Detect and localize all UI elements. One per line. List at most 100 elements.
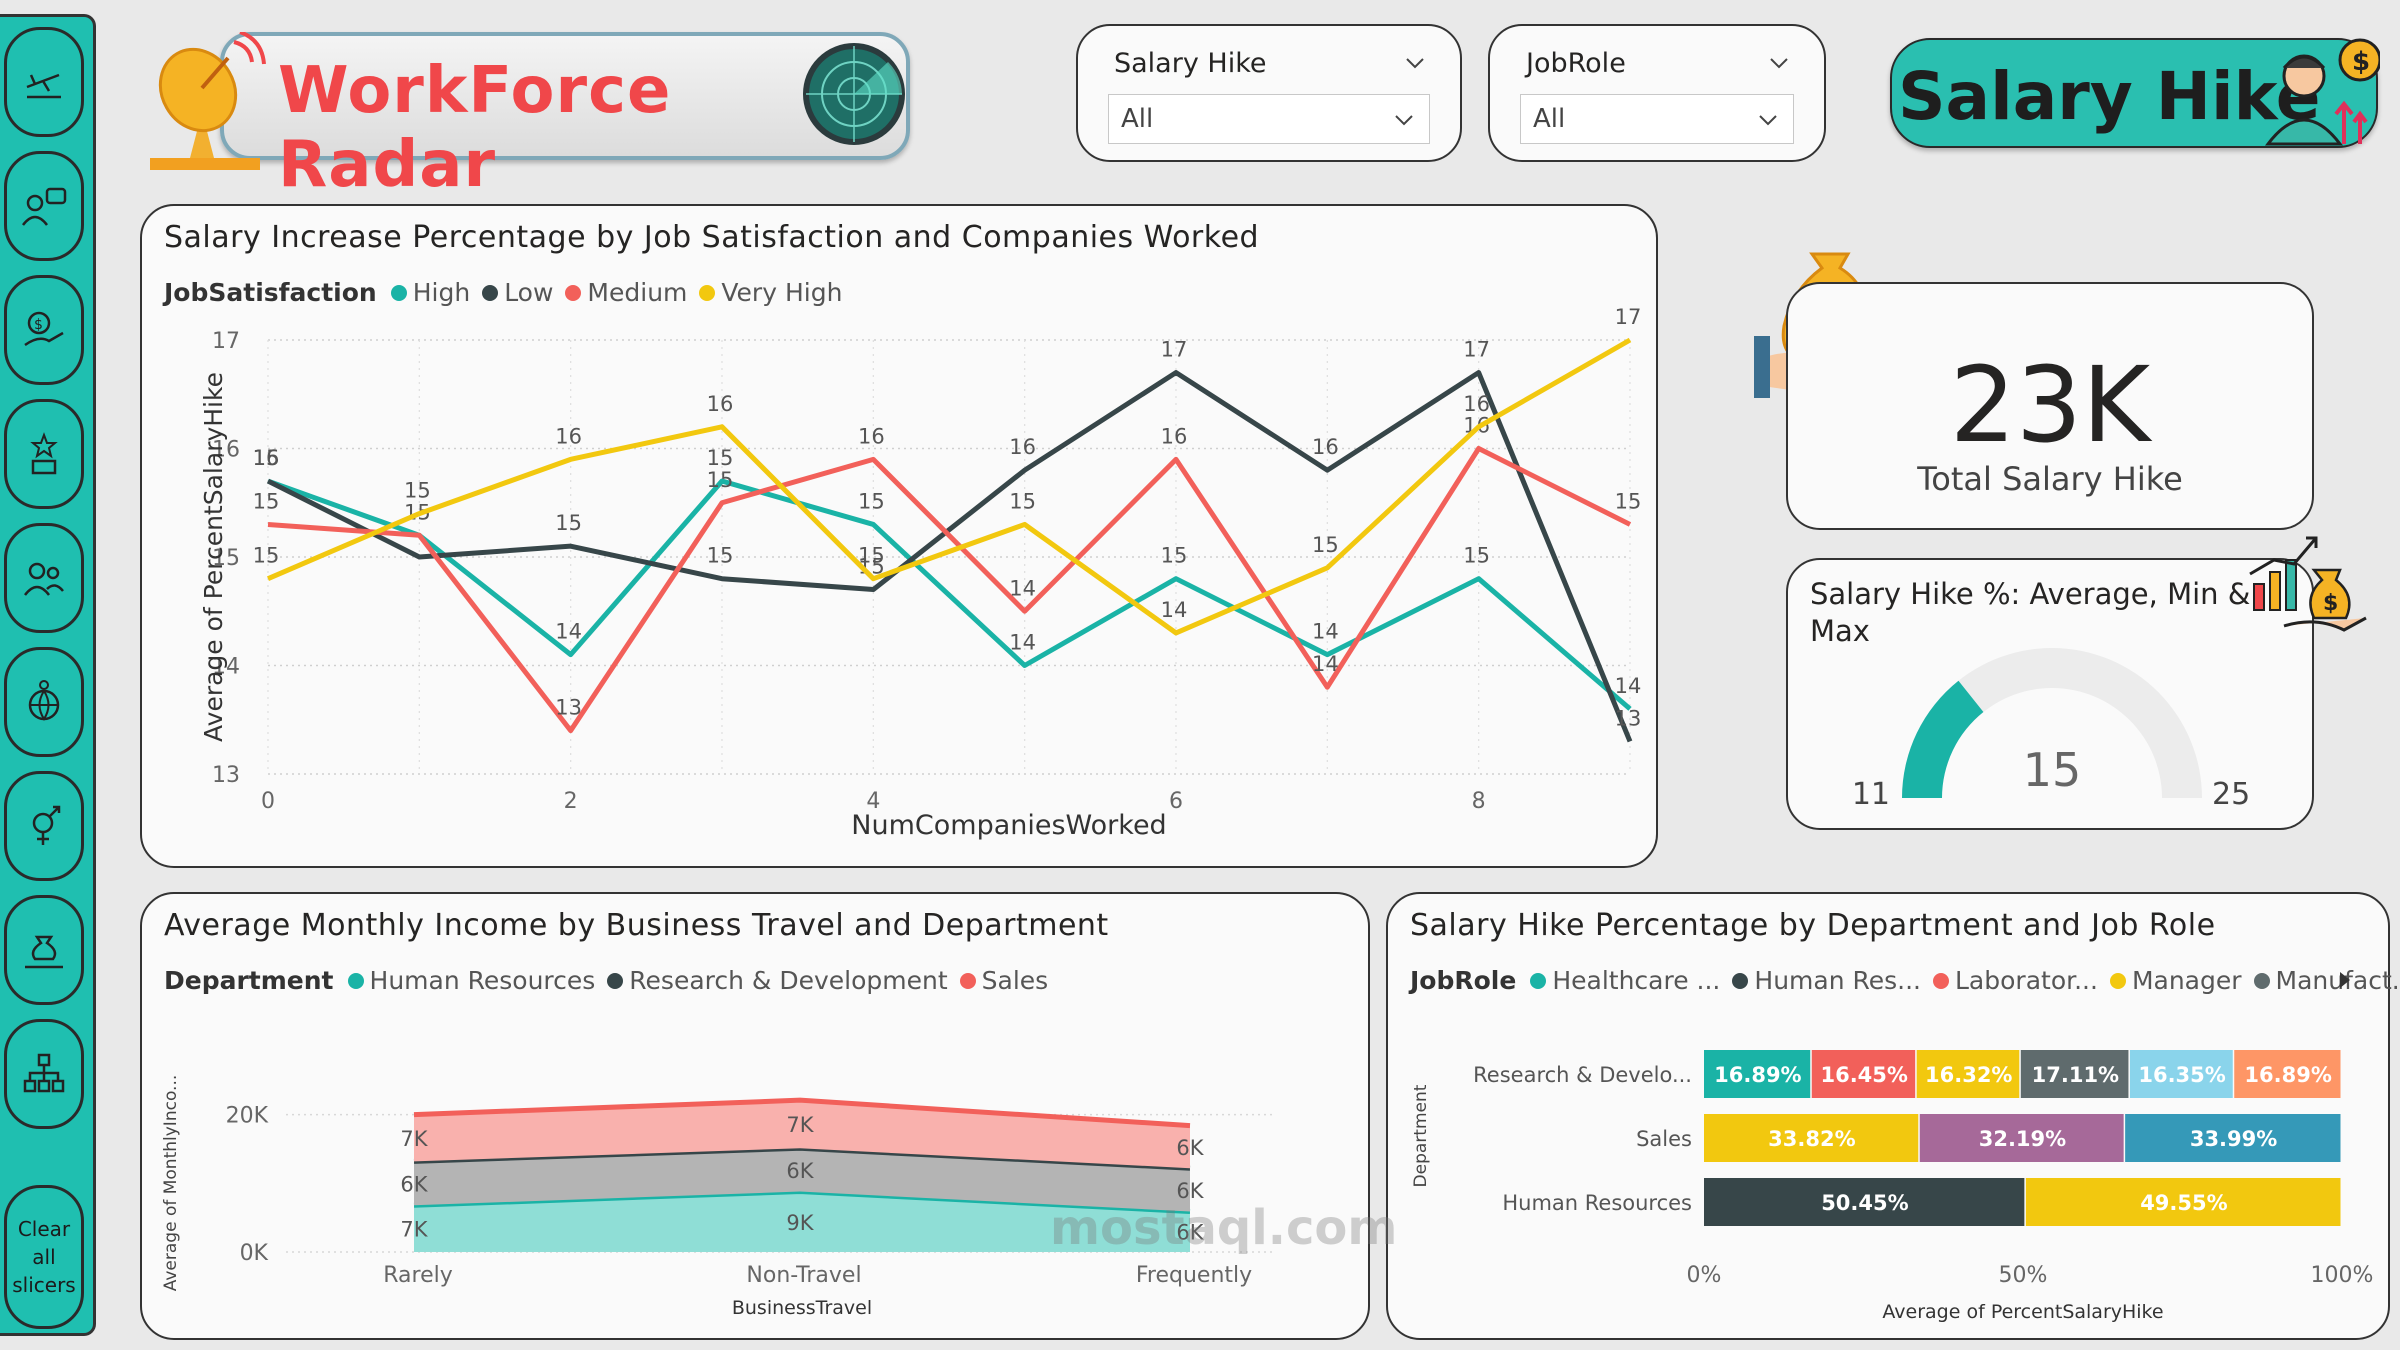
data-label: 15 [555, 511, 582, 535]
chevron-down-icon[interactable] [1768, 52, 1790, 74]
data-label: 15 [253, 489, 280, 513]
nav-rating-button[interactable] [4, 399, 84, 509]
bar-segment[interactable] [2234, 1050, 2341, 1098]
y-tick-label: 16 [212, 438, 240, 463]
x-tick-label: Frequently [1136, 1263, 1252, 1288]
salary-hike-select[interactable]: All [1108, 94, 1430, 144]
series-line-low[interactable] [266, 370, 1633, 743]
legend-marker [482, 284, 499, 301]
gauge-min-label: 11 [1852, 777, 1890, 812]
satellite-dish-icon [150, 32, 266, 170]
bar-segment[interactable] [2125, 1114, 2341, 1162]
area-band-sales[interactable] [414, 1100, 1190, 1169]
data-label: 16.32% [1925, 1063, 2012, 1087]
y-category-label: Research & Develo... [1473, 1063, 1692, 1087]
gauge-max-label: 25 [2212, 777, 2250, 812]
legend-item[interactable]: Medium [565, 278, 687, 307]
legend-item[interactable]: High [390, 278, 471, 307]
y-axis-title: Average of MonthlyInco... [161, 1075, 181, 1292]
clear-slicers-button[interactable]: Clear all slicers [4, 1185, 84, 1329]
data-label: 6K [786, 1159, 814, 1183]
slicer-title: Salary Hike [1114, 48, 1267, 79]
legend-marker [607, 972, 624, 989]
bar-segment[interactable] [1704, 1050, 1811, 1098]
data-label: 13 [1615, 706, 1642, 730]
data-label: 15 [1312, 533, 1339, 557]
x-tick-label: 0 [261, 789, 275, 814]
data-label: 6K [1176, 1179, 1204, 1203]
legend-item[interactable]: Very High [699, 278, 842, 307]
x-tick-label: 8 [1472, 789, 1486, 814]
legend-item[interactable]: Laborator... [1933, 966, 2098, 995]
bar-segment[interactable] [1704, 1114, 1919, 1162]
data-label: 16 [1009, 435, 1036, 459]
nav-people-button[interactable] [4, 523, 84, 633]
nav-gender-button[interactable] [4, 771, 84, 881]
legend-marker [1933, 972, 1949, 989]
money-hand-icon: $ [24, 311, 64, 347]
jobrole-slicer[interactable]: JobRole All [1488, 24, 1826, 162]
bar-segment[interactable] [2020, 1050, 2129, 1098]
series-line-high[interactable] [267, 478, 1632, 711]
legend-next-icon[interactable] [2338, 970, 2352, 990]
legend-label: High [412, 278, 471, 307]
globe-people-icon [28, 680, 60, 721]
x-tick-label: Non-Travel [746, 1263, 861, 1288]
legend-item[interactable]: Manufact... [2253, 966, 2400, 995]
bar-segment[interactable] [1704, 1178, 2025, 1226]
legend-item[interactable]: Sales [959, 966, 1049, 995]
legend-marker [390, 284, 407, 301]
x-tick-label: 0% [1687, 1263, 1722, 1288]
legend-item[interactable]: Manager [2109, 966, 2242, 995]
bar-segment[interactable] [1919, 1114, 2124, 1162]
slicer-value: All [1533, 104, 1566, 134]
x-tick-label: 100% [2311, 1263, 2374, 1288]
data-label: 13 [555, 696, 582, 720]
data-label: 15 [404, 479, 431, 503]
chevron-down-icon[interactable] [1404, 52, 1426, 74]
legend-label: Sales [981, 966, 1049, 995]
salary-hike-slicer[interactable]: Salary Hike All [1076, 24, 1462, 162]
y-tick-label: 0K [240, 1241, 269, 1266]
data-label: 15 [707, 468, 734, 492]
series-line-very-high[interactable] [267, 337, 1632, 636]
nav-globe-button[interactable] [4, 647, 84, 757]
x-axis-title: Average of PercentSalaryHike [1882, 1301, 2163, 1323]
data-label: 6K [1176, 1221, 1204, 1245]
bar-segment[interactable] [2129, 1050, 2233, 1098]
nav-interview-button[interactable] [4, 151, 84, 261]
money-bag-hand-icon [25, 935, 63, 969]
page-badge: Salary Hike $ [1890, 38, 2380, 148]
legend-marker [347, 972, 364, 989]
gender-icon [32, 805, 61, 845]
legend-item[interactable]: Low [482, 278, 553, 307]
legend-item[interactable]: Healthcare ... [1530, 966, 1720, 995]
legend-item[interactable]: Human Resources [347, 966, 595, 995]
area-band-human-resources[interactable] [414, 1191, 1190, 1252]
data-label: 16 [253, 446, 280, 470]
nav-org-button[interactable] [4, 1019, 84, 1129]
chevron-down-icon [1395, 115, 1413, 126]
jobrole-select[interactable]: All [1520, 94, 1794, 144]
nav-money-button[interactable]: $ [4, 275, 84, 385]
people-group-icon [24, 562, 64, 596]
legend-title: JobRole [1410, 966, 1517, 995]
series-line-medium[interactable] [267, 446, 1632, 734]
gauge-card: Salary Hike %: Average, Min & Max 15 11 25 [1786, 558, 2314, 830]
data-label: 17.11% [2032, 1063, 2119, 1087]
org-chart-icon [23, 1053, 65, 1093]
area-band-research-development[interactable] [414, 1148, 1190, 1212]
x-tick-label: Rarely [383, 1263, 453, 1288]
nav-income-button[interactable] [4, 895, 84, 1005]
legend-item[interactable]: Human Res... [1732, 966, 1921, 995]
bar-segment[interactable] [1811, 1050, 1916, 1098]
bar-segment[interactable] [1916, 1050, 2020, 1098]
data-label: 9K [786, 1211, 814, 1235]
bar-chart-legend: JobRole Healthcare ... Human Res... Labora… [1410, 966, 2400, 995]
legend-item[interactable]: Research & Development [607, 966, 948, 995]
nav-travel-button[interactable] [4, 27, 84, 137]
data-label: 15 [253, 446, 280, 470]
data-label: 15 [858, 544, 885, 568]
y-axis-title: Department [1411, 1084, 1431, 1187]
bar-segment[interactable] [2025, 1178, 2341, 1226]
